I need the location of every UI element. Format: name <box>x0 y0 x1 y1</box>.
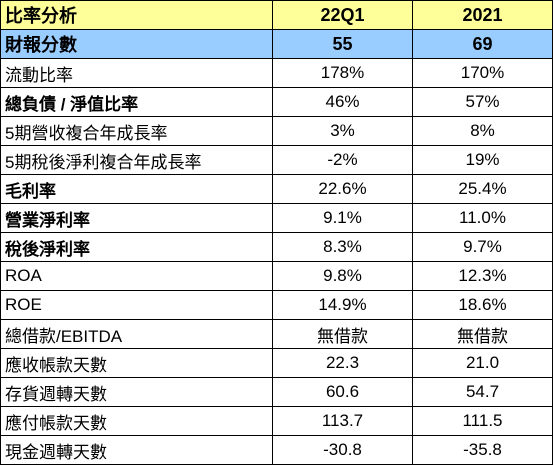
score-value-2021: 69 <box>412 29 553 59</box>
row-value-2021: 無借款 <box>412 319 553 349</box>
score-row: 財報分數 55 69 <box>0 29 553 59</box>
row-value-2021: 21.0 <box>412 348 553 378</box>
row-label: 現金週轉天數 <box>0 435 273 465</box>
table-row: ROA 9.8% 12.3% <box>0 261 553 291</box>
table-row: 總借款/EBITDA 無借款 無借款 <box>0 319 553 349</box>
row-value-2021: 25.4% <box>412 174 553 204</box>
row-value-22q1: 8.3% <box>272 232 413 262</box>
table-row: 毛利率 22.6% 25.4% <box>0 174 553 204</box>
row-value-22q1: 113.7 <box>272 406 413 436</box>
row-value-2021: 57% <box>412 87 553 117</box>
row-label: 5期稅後淨利複合年成長率 <box>0 145 273 175</box>
row-label: 總借款/EBITDA <box>0 319 273 349</box>
row-value-22q1: 9.8% <box>272 261 413 291</box>
row-value-2021: 18.6% <box>412 290 553 320</box>
row-value-22q1: 9.1% <box>272 203 413 233</box>
row-value-22q1: 無借款 <box>272 319 413 349</box>
row-value-22q1: 3% <box>272 116 413 146</box>
row-value-2021: 11.0% <box>412 203 553 233</box>
table-row: 現金週轉天數 -30.8 -35.8 <box>0 435 553 465</box>
score-label: 財報分數 <box>0 29 273 59</box>
row-value-22q1: 22.6% <box>272 174 413 204</box>
header-label: 比率分析 <box>0 0 273 30</box>
row-label: 5期營收複合年成長率 <box>0 116 273 146</box>
table-row: ROE 14.9% 18.6% <box>0 290 553 320</box>
row-label: 流動比率 <box>0 58 273 88</box>
row-label: 營業淨利率 <box>0 203 273 233</box>
row-value-22q1: 60.6 <box>272 377 413 407</box>
header-row: 比率分析 22Q1 2021 <box>0 0 553 30</box>
table-body: 財報分數 55 69 流動比率 178% 170% 總負債 / 淨值比率 46% 57% 5… <box>0 29 553 465</box>
row-value-2021: 54.7 <box>412 377 553 407</box>
row-label: ROA <box>0 261 273 291</box>
table-row: 5期稅後淨利複合年成長率 -2% 19% <box>0 145 553 175</box>
row-value-22q1: 14.9% <box>272 290 413 320</box>
row-value-2021: 9.7% <box>412 232 553 262</box>
row-label: 稅後淨利率 <box>0 232 273 262</box>
row-label: 總負債 / 淨值比率 <box>0 87 273 117</box>
table-row: 稅後淨利率 8.3% 9.7% <box>0 232 553 262</box>
row-value-2021: 12.3% <box>412 261 553 291</box>
row-value-22q1: 178% <box>272 58 413 88</box>
table-row: 總負債 / 淨值比率 46% 57% <box>0 87 553 117</box>
row-label: 應收帳款天數 <box>0 348 273 378</box>
row-value-2021: 111.5 <box>412 406 553 436</box>
table-row: 營業淨利率 9.1% 11.0% <box>0 203 553 233</box>
row-value-2021: 8% <box>412 116 553 146</box>
row-label: 存貨週轉天數 <box>0 377 273 407</box>
table-row: 5期營收複合年成長率 3% 8% <box>0 116 553 146</box>
table-row: 存貨週轉天數 60.6 54.7 <box>0 377 553 407</box>
header-period-22q1: 22Q1 <box>272 0 413 30</box>
header-period-2021: 2021 <box>412 0 553 30</box>
table-row: 應付帳款天數 113.7 111.5 <box>0 406 553 436</box>
row-label: 應付帳款天數 <box>0 406 273 436</box>
row-value-22q1: -2% <box>272 145 413 175</box>
score-value-22q1: 55 <box>272 29 413 59</box>
table-row: 流動比率 178% 170% <box>0 58 553 88</box>
row-value-2021: 19% <box>412 145 553 175</box>
row-value-2021: -35.8 <box>412 435 553 465</box>
row-value-22q1: -30.8 <box>272 435 413 465</box>
row-label: 毛利率 <box>0 174 273 204</box>
row-value-22q1: 46% <box>272 87 413 117</box>
table-row: 應收帳款天數 22.3 21.0 <box>0 348 553 378</box>
row-value-2021: 170% <box>412 58 553 88</box>
row-label: ROE <box>0 290 273 320</box>
row-value-22q1: 22.3 <box>272 348 413 378</box>
